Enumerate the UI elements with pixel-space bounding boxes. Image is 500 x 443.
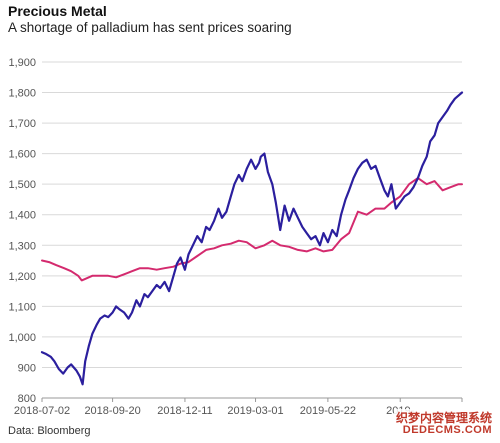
gridlines xyxy=(42,61,462,399)
y-tick-label: 1,100 xyxy=(8,301,36,313)
y-tick-label: 1,300 xyxy=(8,240,36,252)
y-tick-label: 1,500 xyxy=(8,179,36,191)
y-tick-label: 800 xyxy=(18,393,36,405)
x-tick-label: 2019-03-01 xyxy=(227,405,283,417)
x-tick-label: 2018-09-20 xyxy=(84,405,140,417)
x-tick-label: 2019-05-22 xyxy=(300,405,356,417)
series-line-gold xyxy=(41,177,463,282)
series-line-palladium xyxy=(40,91,464,386)
y-tick-label: 1,800 xyxy=(8,88,36,100)
chart-title: Precious Metal xyxy=(8,3,107,19)
y-tick-label: 1,000 xyxy=(8,332,36,344)
x-tick-label: 2018-12-11 xyxy=(157,405,212,417)
y-tick-label: 1,600 xyxy=(8,149,36,161)
y-tick-label: 1,200 xyxy=(8,271,36,283)
watermark-line1: 织梦内容管理系统 xyxy=(393,409,494,426)
series-lines xyxy=(40,91,464,386)
y-tick-label: 1,900 xyxy=(8,57,36,69)
y-axis-ticks: 800 900 1,000 1,100 1,200 1,300 1,400 1,500 1,60… xyxy=(8,57,36,405)
x-axis-ticks: 2018-07-02 2018-09-20 2018-12-11 2019-03-01… xyxy=(14,398,463,417)
data-source: Data: Bloomberg xyxy=(8,425,91,437)
y-tick-label: 1,400 xyxy=(8,210,36,222)
y-tick-label: 1,700 xyxy=(8,118,36,130)
chart-subtitle: A shortage of palladium has sent prices … xyxy=(8,20,292,35)
watermark-line2: DEDECMS.COM xyxy=(400,424,494,436)
x-tick-label: 2018-07-02 xyxy=(14,405,70,417)
y-tick-label: 900 xyxy=(18,362,36,374)
